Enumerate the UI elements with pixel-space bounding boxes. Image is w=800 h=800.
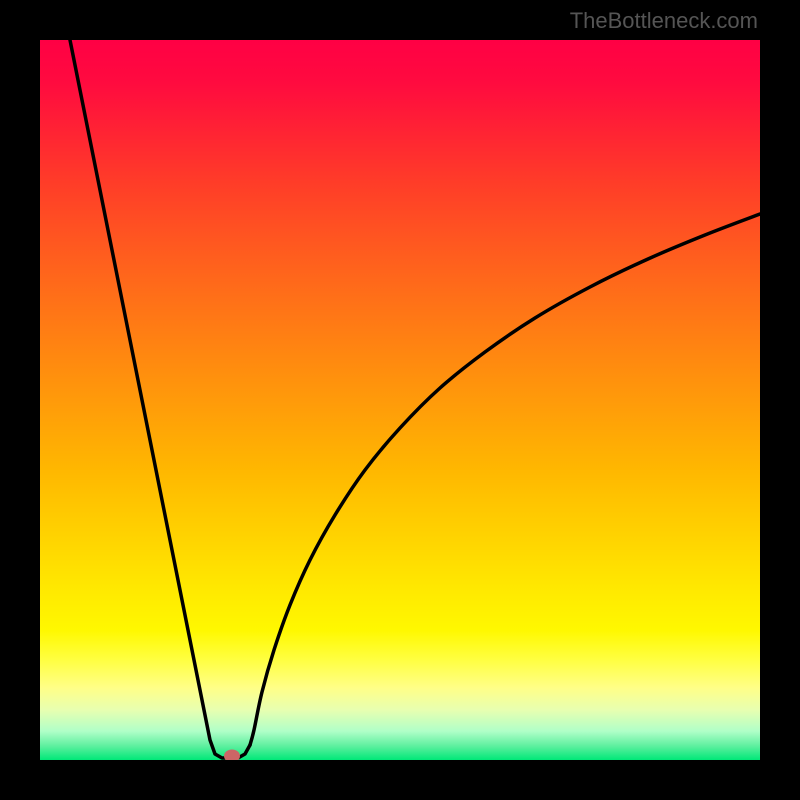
watermark-text: TheBottleneck.com	[570, 8, 758, 34]
plot-area	[40, 40, 760, 760]
chart-container: TheBottleneck.com	[0, 0, 800, 800]
gradient-background	[40, 40, 760, 760]
